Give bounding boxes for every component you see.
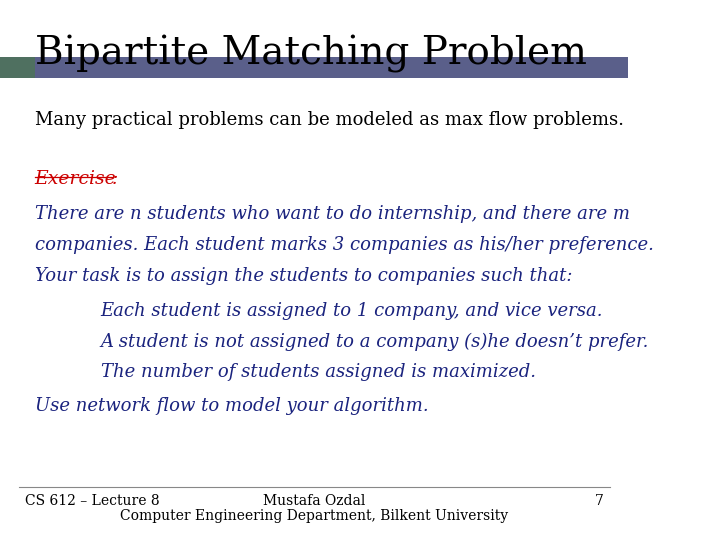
Text: A student is not assigned to a company (s)he doesn’t prefer.: A student is not assigned to a company (…	[101, 333, 649, 351]
Bar	[0, 57, 35, 78]
Text: Many practical problems can be modeled as max flow problems.: Many practical problems can be modeled a…	[35, 111, 624, 129]
Text: Computer Engineering Department, Bilkent University: Computer Engineering Department, Bilkent…	[120, 509, 508, 523]
Bar	[35, 57, 629, 78]
Text: The number of students assigned is maximized.: The number of students assigned is maxim…	[101, 363, 536, 381]
Text: CS 612 – Lecture 8: CS 612 – Lecture 8	[25, 494, 160, 508]
Text: Each student is assigned to 1 company, and vice versa.: Each student is assigned to 1 company, a…	[101, 302, 603, 320]
Text: Exercise: Exercise	[35, 170, 117, 188]
Text: Bipartite Matching Problem: Bipartite Matching Problem	[35, 35, 587, 73]
Text: Your task is to assign the students to companies such that:: Your task is to assign the students to c…	[35, 267, 572, 285]
Text: Mustafa Ozdal: Mustafa Ozdal	[263, 494, 366, 508]
Text: Use network flow to model your algorithm.: Use network flow to model your algorithm…	[35, 397, 428, 415]
Text: :: :	[112, 170, 118, 188]
Text: 7: 7	[595, 494, 603, 508]
Text: There are n students who want to do internship, and there are m: There are n students who want to do inte…	[35, 205, 629, 223]
Text: companies. Each student marks 3 companies as his/her preference.: companies. Each student marks 3 companie…	[35, 236, 654, 254]
